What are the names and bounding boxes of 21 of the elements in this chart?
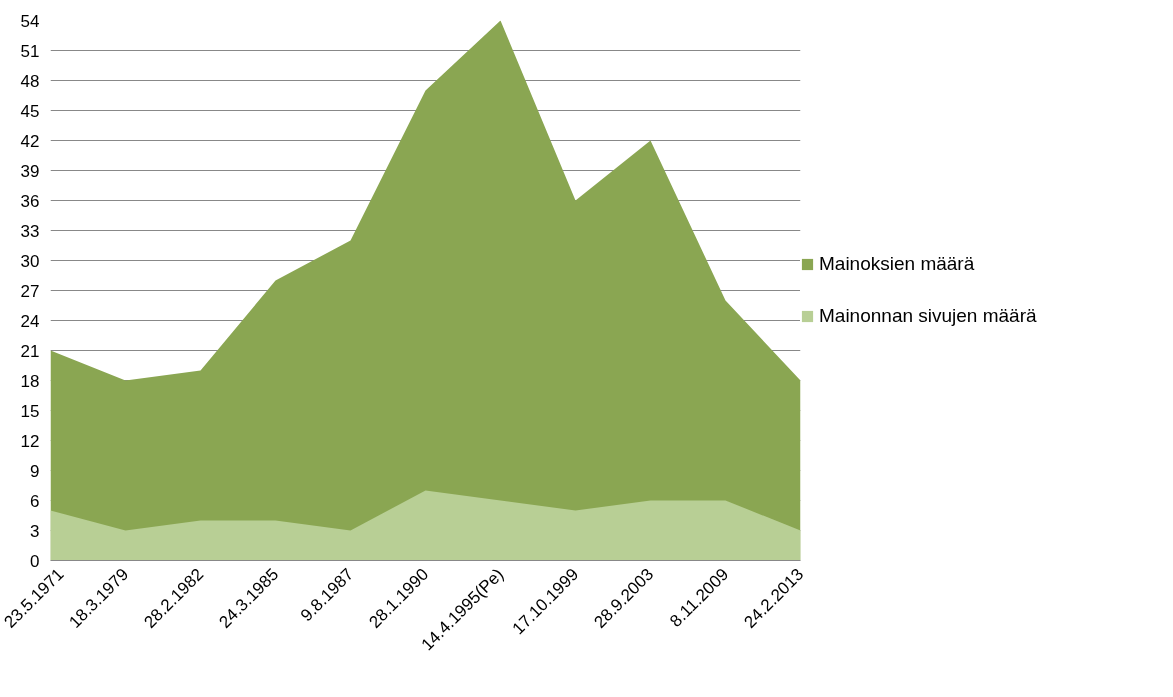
y-tick-label: 36	[20, 191, 40, 211]
y-tick-label: 21	[20, 341, 40, 361]
y-tick-label: 3	[30, 521, 40, 541]
y-tick-label: 18	[20, 371, 40, 391]
y-tick-label: 9	[30, 461, 40, 481]
y-tick-label: 12	[20, 431, 40, 451]
y-tick-label: 6	[30, 491, 40, 511]
y-tick-label: 27	[20, 281, 40, 301]
y-tick-label: 45	[20, 101, 40, 121]
y-tick-label: 0	[30, 551, 40, 571]
y-tick-label: 33	[20, 221, 40, 241]
y-tick-label: 48	[20, 71, 40, 91]
y-tick-label: 51	[20, 41, 40, 61]
y-tick-label: 30	[20, 251, 40, 271]
y-tick-label: 54	[20, 11, 40, 31]
y-tick-label: 15	[20, 401, 40, 421]
y-tick-label: 39	[20, 161, 40, 181]
y-tick-label: 42	[20, 131, 40, 151]
legend-label: Mainoksien määrä	[819, 253, 975, 275]
y-tick-label: 24	[20, 311, 40, 331]
legend-label: Mainonnan sivujen määrä	[819, 305, 1037, 327]
